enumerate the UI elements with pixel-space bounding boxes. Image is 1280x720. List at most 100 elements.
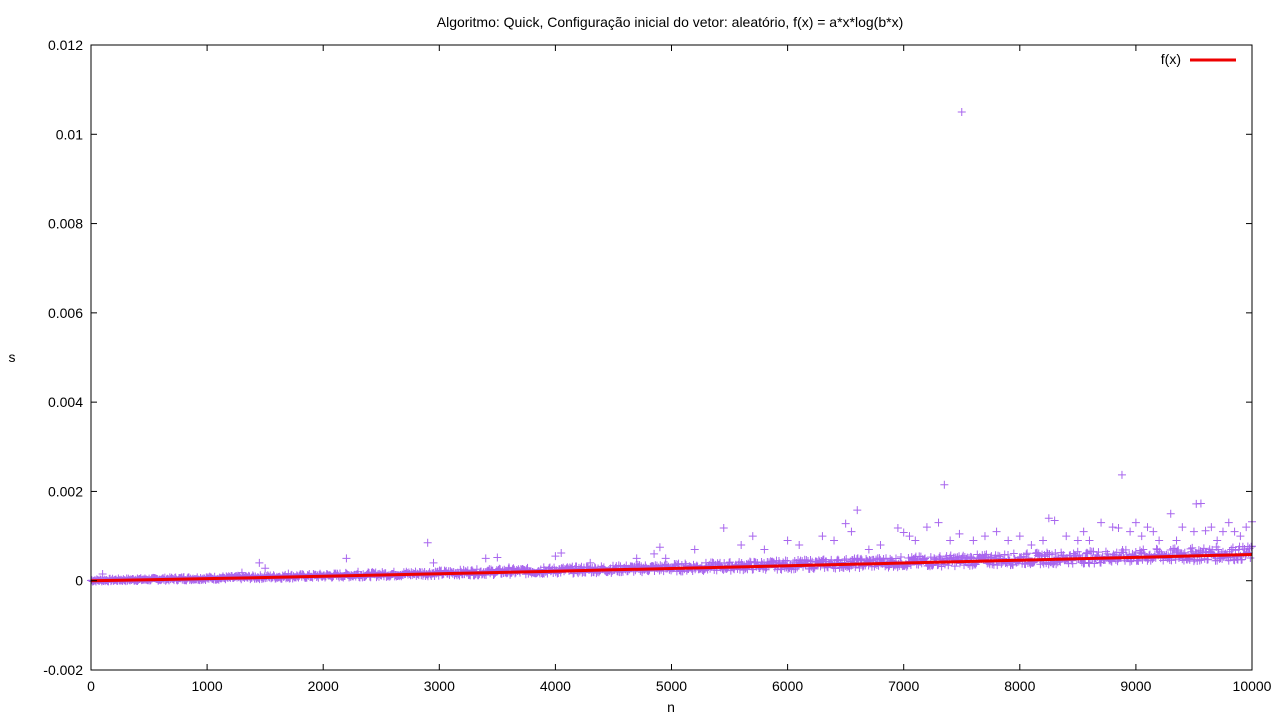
y-tick-label: 0.006 [48,305,83,321]
scatter-point [1174,545,1183,554]
scatter-point [876,541,885,549]
scatter-point [905,532,914,541]
scatter-point [1082,548,1091,557]
scatter-point [1139,545,1148,554]
scatter-point [864,545,873,554]
scatter-point [896,553,905,562]
y-tick-label: 0.008 [48,216,83,232]
scatter-point [893,524,902,533]
scatter-point [760,545,769,554]
scatter-point [1188,543,1197,552]
x-tick-label: 4000 [540,678,571,694]
scatter-point [842,554,851,563]
scatter-point [1213,536,1222,545]
scatter-point [1218,527,1227,536]
scatter-point [980,532,989,541]
scatter-point [1242,523,1251,532]
scatter-point [614,561,623,570]
scatter-point [1052,560,1061,569]
scatter-point [1090,559,1099,568]
scatter-point [1085,536,1094,545]
scatter-point [1149,527,1158,536]
scatter-point [833,555,842,564]
scatter-point [1039,536,1048,545]
scatter-point [737,541,746,549]
scatter-point [982,550,991,559]
x-tick-label: 10000 [1233,678,1272,694]
scatter-point [1086,547,1095,556]
y-axis-label: s [9,349,16,365]
x-axis-ticks: 0 1000 2000 3000 4000 5000 6000 7000 8000 9000 100… [87,45,1272,694]
x-tick-label: 8000 [1004,678,1035,694]
scatter-point [719,524,728,533]
scatter-point [934,518,943,527]
scatter-point [1004,536,1013,545]
scatter-point [1015,532,1024,541]
fit-line [91,553,1253,583]
scatter-point [783,556,792,565]
y-tick-label: 0.01 [56,126,83,142]
scatter-point [1027,541,1036,549]
x-axis-label: n [667,699,675,715]
scatter-point [586,558,595,567]
scatter-point [1048,550,1056,559]
scatter-point [1196,499,1205,508]
scatter-point [853,506,862,515]
scatter-point [1155,536,1164,545]
scatter-point [1173,547,1182,556]
scatter-point [1117,470,1126,479]
x-tick-label: 1000 [192,678,223,694]
scatter-point [1114,524,1123,533]
scatter-point [429,558,438,567]
scatter-point [911,536,920,545]
y-tick-label: -0.002 [43,662,83,678]
scatter-point [1079,527,1088,536]
legend: f(x) [1161,51,1236,67]
scatter-point [342,554,351,563]
scatter-point [1238,555,1247,564]
scatter-point [1178,523,1187,532]
x-tick-label: 3000 [424,678,455,694]
scatter-point [1004,551,1013,560]
scatter-point [1131,518,1140,527]
scatter-point [926,553,935,562]
scatter-point [1108,523,1117,532]
scatter-point [1023,549,1032,558]
x-tick-label: 7000 [888,678,919,694]
scatter-point [681,559,690,568]
scatter-point [1247,542,1256,551]
y-tick-label: 0 [75,573,83,589]
scatter-point [1073,547,1082,556]
x-tick-label: 2000 [308,678,339,694]
scatter-point [1068,559,1077,568]
scatter-point [1213,545,1222,554]
scatter-point [891,554,900,563]
scatter-point [655,543,664,552]
scatter-point [1126,527,1135,536]
scatter-point [261,564,270,573]
legend-label-fx: f(x) [1161,51,1181,67]
scatter-point [847,527,856,536]
y-axis-ticks: -0.002 0 0.002 0.004 0.006 0.008 0.01 0.012 [43,37,1252,678]
x-tick-label: 9000 [1120,678,1151,694]
scatter-point [690,545,699,554]
scatter-point [504,563,513,572]
scatter-point [1097,518,1106,527]
scatter-point [768,557,777,566]
scatter-point [557,549,566,558]
scatter-point [1231,546,1240,555]
scatter-point [1044,514,1053,523]
scatter-point [1137,532,1146,541]
scatter-point [1009,549,1018,558]
scatter-point [950,562,959,571]
scatter-point [955,529,964,538]
scatter-point [1224,518,1233,527]
scatter-point [551,552,560,561]
scatter-point [1050,516,1059,525]
scatter-point [937,562,946,571]
scatter-point [1089,547,1098,556]
scatter-point [481,554,490,563]
scatter-point [98,570,107,579]
scatter-point [1189,527,1198,536]
